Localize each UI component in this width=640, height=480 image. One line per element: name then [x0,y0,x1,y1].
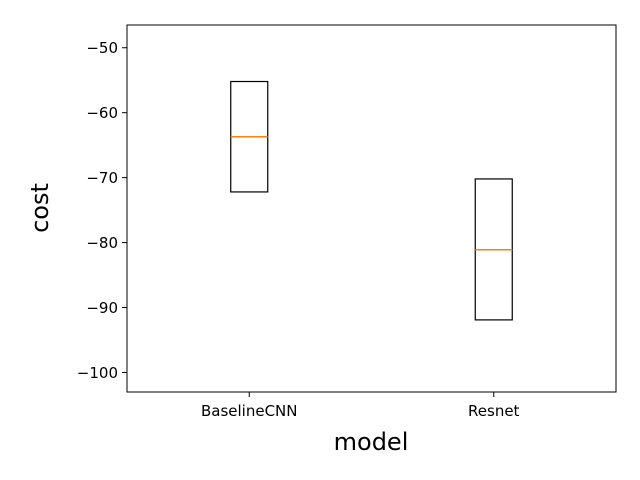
y-tick-label: −70 [86,169,118,187]
y-tick-label: −50 [86,39,118,57]
plot-frame [126,24,617,393]
y-tick-label: −60 [86,104,118,122]
x-tick-label: BaselineCNN [201,402,298,420]
y-tick-label: −100 [77,364,118,382]
y-tick-label: −90 [86,299,118,317]
y-tick-label: −80 [86,234,118,252]
x-axis-label: model [334,428,409,456]
y-axis-label: cost [26,183,54,233]
x-tick-label: Resnet [468,402,520,420]
plot-layer [230,80,513,321]
axis-layer: −50 −60 −70 −80 −90 −100 BaselineCNN Resnet [77,39,520,420]
